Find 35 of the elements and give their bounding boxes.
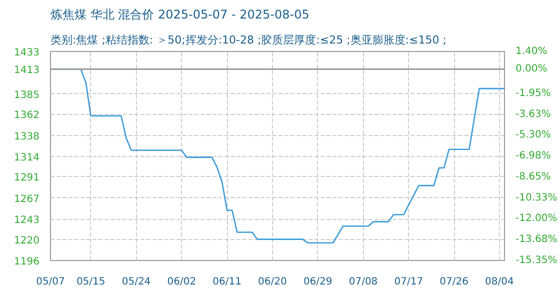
- y-tick-label: 1220: [14, 235, 40, 246]
- y-tick-label: 1291: [14, 172, 40, 184]
- y-tick-label: 1362: [14, 110, 40, 122]
- y-tick-label: 1413: [14, 65, 40, 76]
- y-tick-label: 1314: [14, 152, 40, 164]
- y2-tick-label: -15.35%: [516, 255, 558, 266]
- y-tick-label: 1385: [14, 90, 40, 101]
- x-tick-label: 07/26: [440, 276, 468, 288]
- y2-tick-label: -10.33%: [516, 192, 558, 204]
- y2-tick-label: -5.30%: [516, 130, 551, 141]
- y2-tick-label: 1.40%: [516, 46, 548, 57]
- y2-tick-label: -13.68%: [516, 234, 558, 246]
- y-tick-label: 1433: [14, 48, 40, 58]
- y-tick-label: 1243: [14, 215, 40, 226]
- y2-tick-label: -1.95%: [516, 88, 551, 99]
- y2-tick-label: -3.63%: [516, 108, 551, 120]
- y-tick-label: 1196: [14, 256, 40, 268]
- y2-tick-label: -6.98%: [516, 150, 551, 162]
- x-tick-label: 08/04: [485, 276, 514, 288]
- y-tick-label: 1338: [14, 131, 40, 142]
- chart-title: 炼焦煤 华北 混合价 2025-05-07 - 2025-08-05: [50, 8, 310, 22]
- x-tick-label: 05/15: [76, 276, 106, 288]
- x-tick-label: 05/07: [36, 276, 65, 288]
- chart-subtitle: 类别:焦煤 ;粘结指数: ＞50;挥发分:10-28 ;胶质层厚度:≤25 ;奥亚膨胀度:≤150 ;: [50, 34, 446, 46]
- x-tick-label: 07/08: [348, 276, 378, 288]
- y-tick-label: 1267: [14, 194, 40, 205]
- y2-tick-label: 0.00%: [516, 63, 548, 74]
- x-tick-label: 07/17: [394, 276, 424, 288]
- y2-tick-label: -8.65%: [516, 171, 551, 182]
- x-tick-label: 06/02: [167, 276, 196, 288]
- x-tick-label: 06/20: [258, 276, 287, 288]
- x-tick-label: 06/11: [212, 276, 242, 288]
- y2-tick-label: -12.00%: [516, 213, 558, 224]
- x-tick-label: 05/24: [122, 276, 151, 288]
- x-tick-label: 06/29: [303, 276, 332, 288]
